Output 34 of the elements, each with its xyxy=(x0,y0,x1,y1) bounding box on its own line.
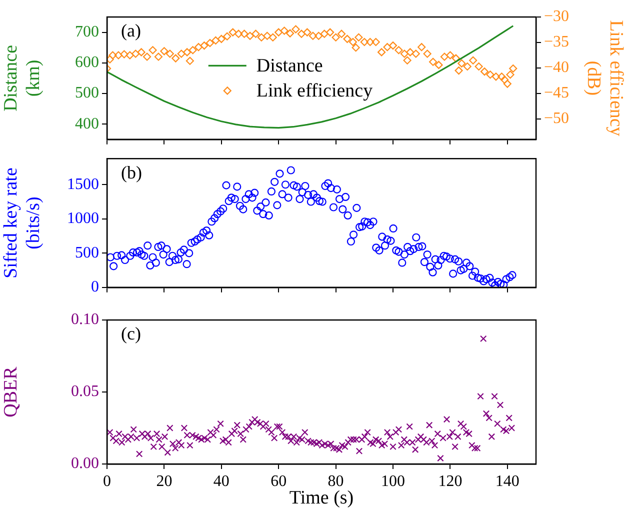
annotation: (c) xyxy=(121,324,141,344)
x-tick-label: 40 xyxy=(213,472,230,490)
y2-tick-label: −50 xyxy=(544,110,570,128)
y-tick-label: 700 xyxy=(75,24,99,41)
annotation: (a) xyxy=(121,20,141,41)
legend-label: Distance xyxy=(256,56,323,77)
y-axis-title: Distance (km) xyxy=(0,44,44,112)
x-tick-label: 80 xyxy=(328,472,344,490)
y2-tick-label: −40 xyxy=(544,59,570,76)
y-tick-label: 1000 xyxy=(67,210,99,228)
y2-axis-title: Link efficiency (dB) xyxy=(582,20,627,137)
x-tick-label: 60 xyxy=(270,472,287,490)
y-tick-label: 400 xyxy=(75,115,99,132)
x-tick-label: 20 xyxy=(156,472,172,490)
y-tick-label: 500 xyxy=(75,84,99,102)
y-axis-title: QBER xyxy=(0,366,22,418)
x-tick-label: 100 xyxy=(381,472,405,490)
y-tick-label: 0.10 xyxy=(71,311,99,328)
y-tick-label: 1500 xyxy=(67,176,99,193)
x-axis-title: Time (s) xyxy=(289,488,354,509)
x-tick-label: 0 xyxy=(103,472,111,490)
y-tick-label: 0.05 xyxy=(71,383,99,400)
y-tick-label: 600 xyxy=(75,54,99,72)
y-tick-label: 500 xyxy=(75,244,99,262)
y-tick-label: 0 xyxy=(91,278,99,296)
x-tick-label: 120 xyxy=(438,472,462,490)
y-axis-title: Sifted key rate (bits/s) xyxy=(0,168,44,278)
y2-tick-label: −30 xyxy=(544,8,570,26)
y-tick-label: 0.00 xyxy=(71,455,99,472)
annotation: (b) xyxy=(121,162,142,182)
y2-tick-label: −35 xyxy=(544,34,570,51)
legend-label: Link efficiency xyxy=(256,80,374,102)
y2-tick-label: −45 xyxy=(544,84,570,102)
x-tick-label: 140 xyxy=(495,472,520,490)
